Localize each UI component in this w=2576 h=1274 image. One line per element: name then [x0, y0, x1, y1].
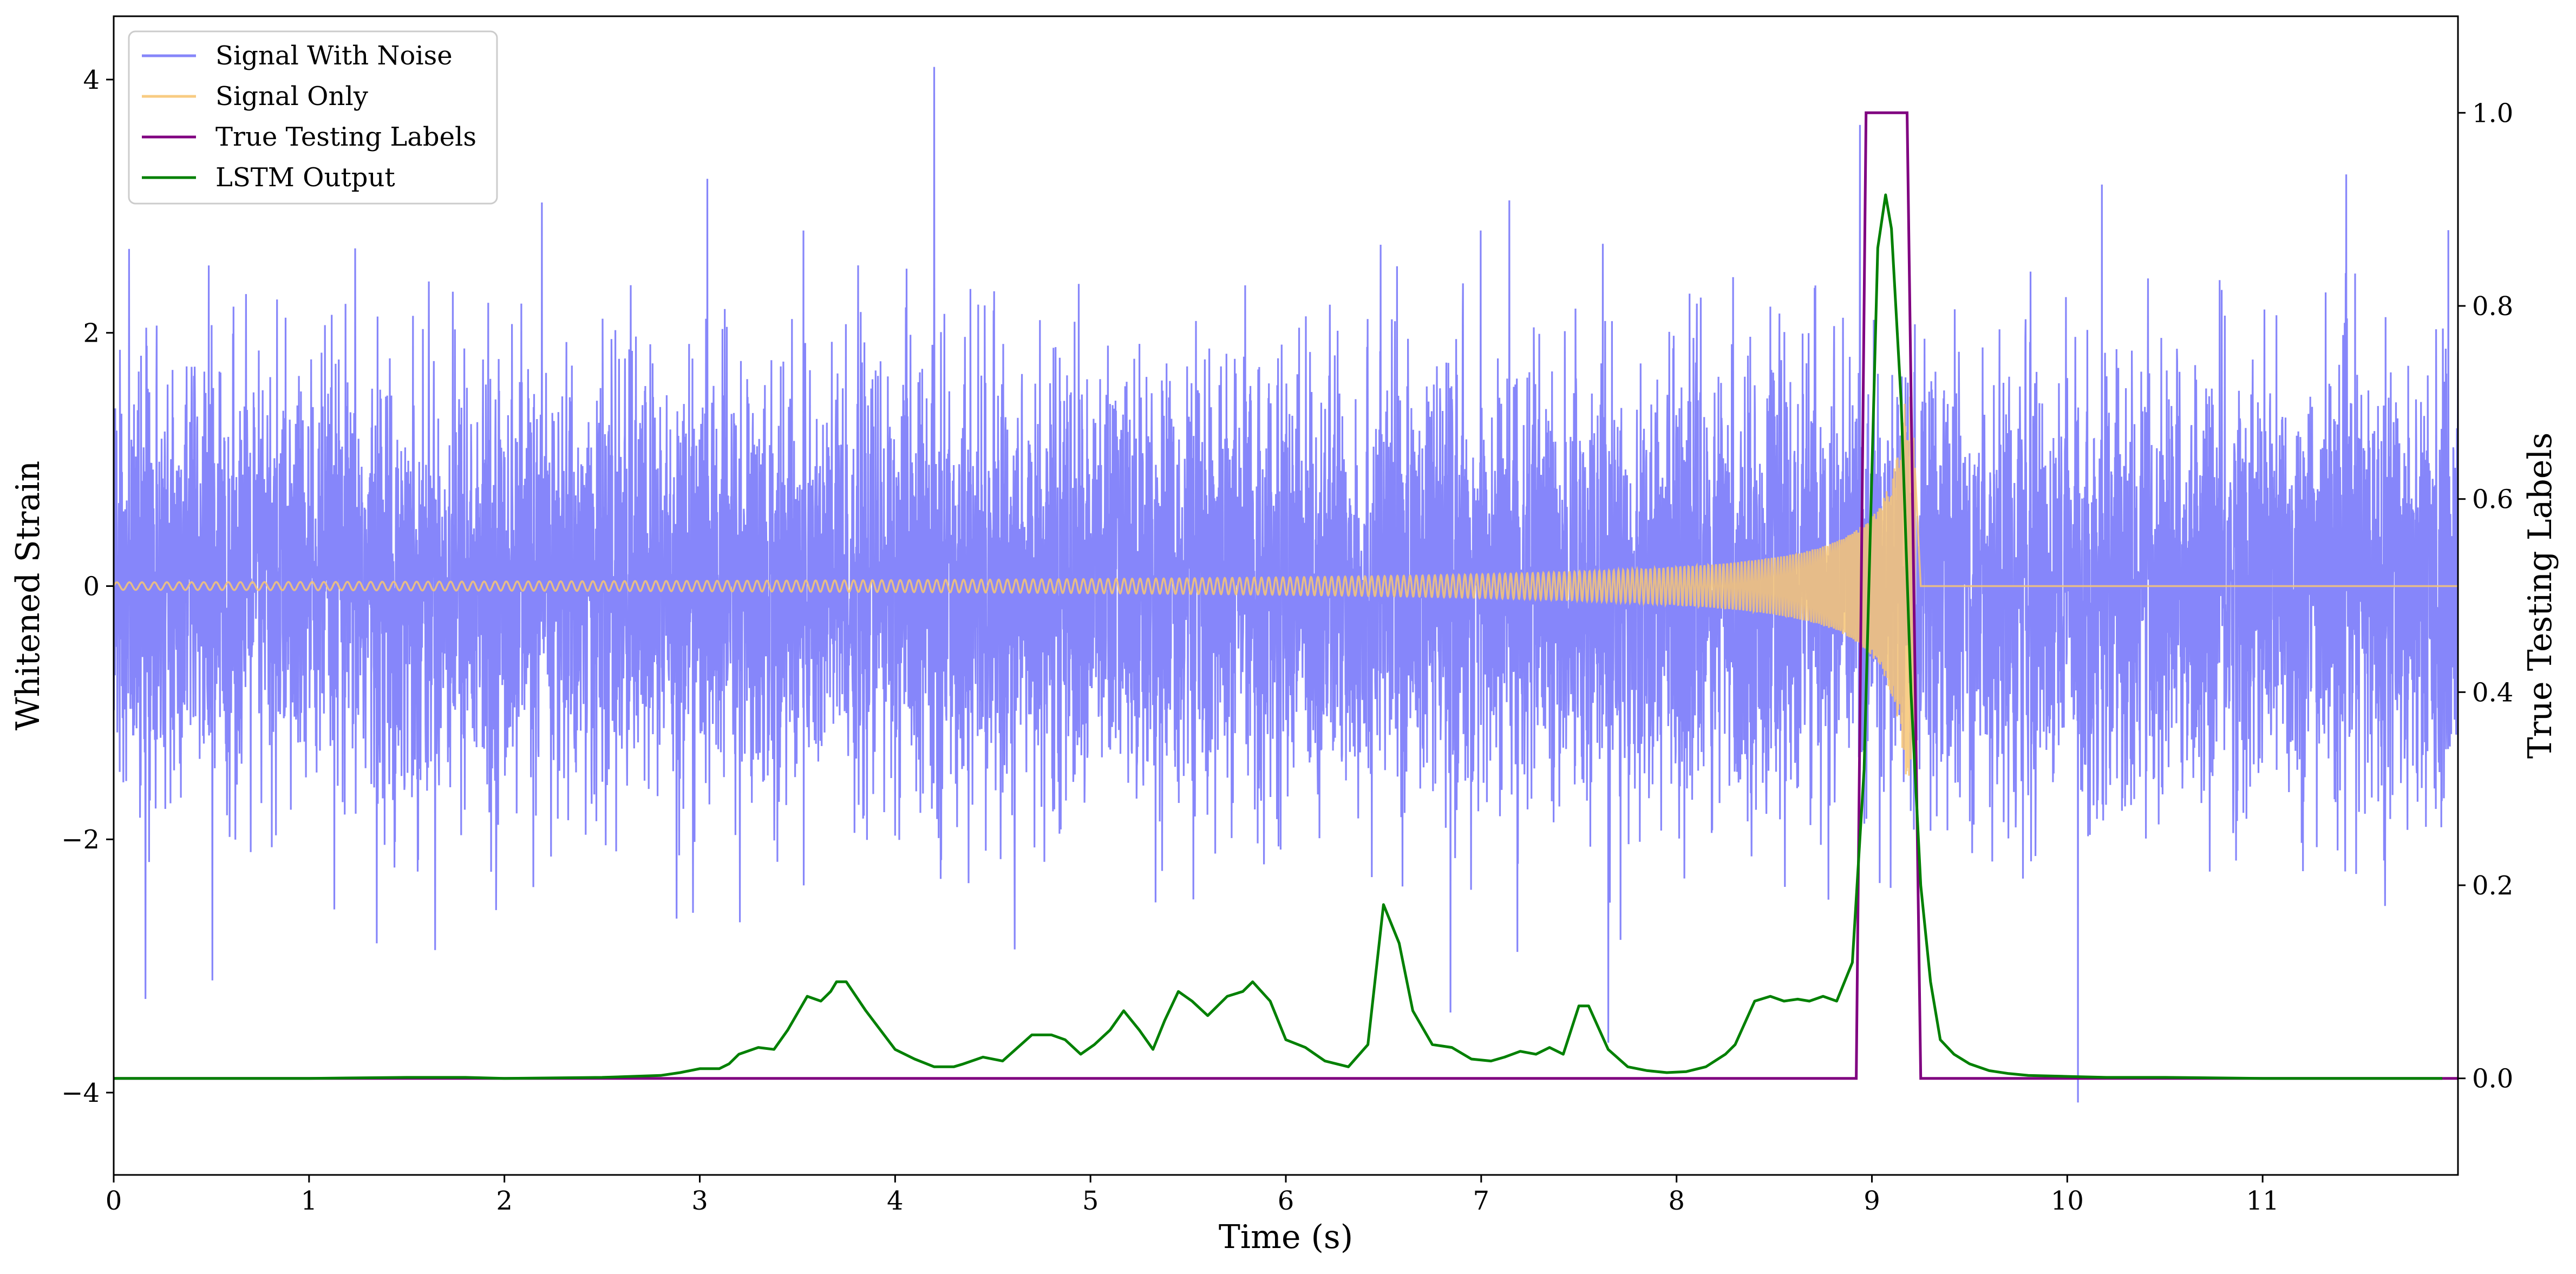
legend-label-true-testing-labels: True Testing Labels	[215, 122, 476, 152]
y2-tick-label: 0.0	[2472, 1064, 2513, 1094]
plot-data	[114, 67, 2458, 1103]
y-tick-label: −4	[61, 1078, 100, 1108]
y-tick-label: 0	[83, 571, 100, 602]
legend-box	[128, 30, 498, 205]
series-signal-only	[114, 396, 2458, 776]
x-tick-label: 9	[1864, 1186, 1880, 1216]
legend: Signal With Noise Signal Only True Testi…	[128, 30, 498, 205]
y2-tick-label: 1.0	[2472, 98, 2513, 128]
x-tick-label: 1	[301, 1186, 318, 1216]
y-axis-right: 0.0 0.2 0.4 0.6 0.8 1.0	[2458, 98, 2513, 1094]
series-true-testing-labels	[114, 111, 2458, 1080]
y-tick-label: −2	[61, 825, 100, 855]
x-tick-label: 7	[1473, 1186, 1490, 1216]
y2-axis-label: True Testing Labels	[2521, 433, 2559, 759]
x-axis-label: Time (s)	[1219, 1218, 1353, 1256]
x-tick-label: 11	[2246, 1186, 2279, 1216]
y2-tick-label: 0.4	[2472, 677, 2513, 708]
y-tick-label: 2	[83, 318, 100, 349]
x-tick-label: 2	[496, 1186, 513, 1216]
x-tick-label: 0	[106, 1186, 122, 1216]
x-axis: 0 1 2 3 4 5 6 7 8 9 10 11	[106, 1175, 2279, 1216]
series-lstm-output	[114, 193, 2443, 1080]
y-axis-label: Whitened Strain	[9, 461, 47, 730]
y2-tick-label: 0.2	[2472, 871, 2513, 901]
legend-label-signal-with-noise: Signal With Noise	[215, 41, 453, 71]
y-axis-left: −4 −2 0 2 4	[61, 65, 114, 1108]
x-tick-label: 3	[691, 1186, 708, 1216]
legend-label-lstm-output: LSTM Output	[215, 162, 395, 193]
x-tick-label: 5	[1082, 1186, 1099, 1216]
y2-tick-label: 0.6	[2472, 485, 2513, 515]
x-tick-label: 10	[2051, 1186, 2084, 1216]
x-tick-label: 6	[1278, 1186, 1294, 1216]
x-tick-label: 8	[1668, 1186, 1685, 1216]
y2-tick-label: 0.8	[2472, 291, 2513, 322]
series-signal-with-noise	[114, 67, 2458, 1103]
x-tick-label: 4	[887, 1186, 904, 1216]
y-tick-label: 4	[83, 65, 100, 95]
legend-label-signal-only: Signal Only	[215, 81, 368, 112]
